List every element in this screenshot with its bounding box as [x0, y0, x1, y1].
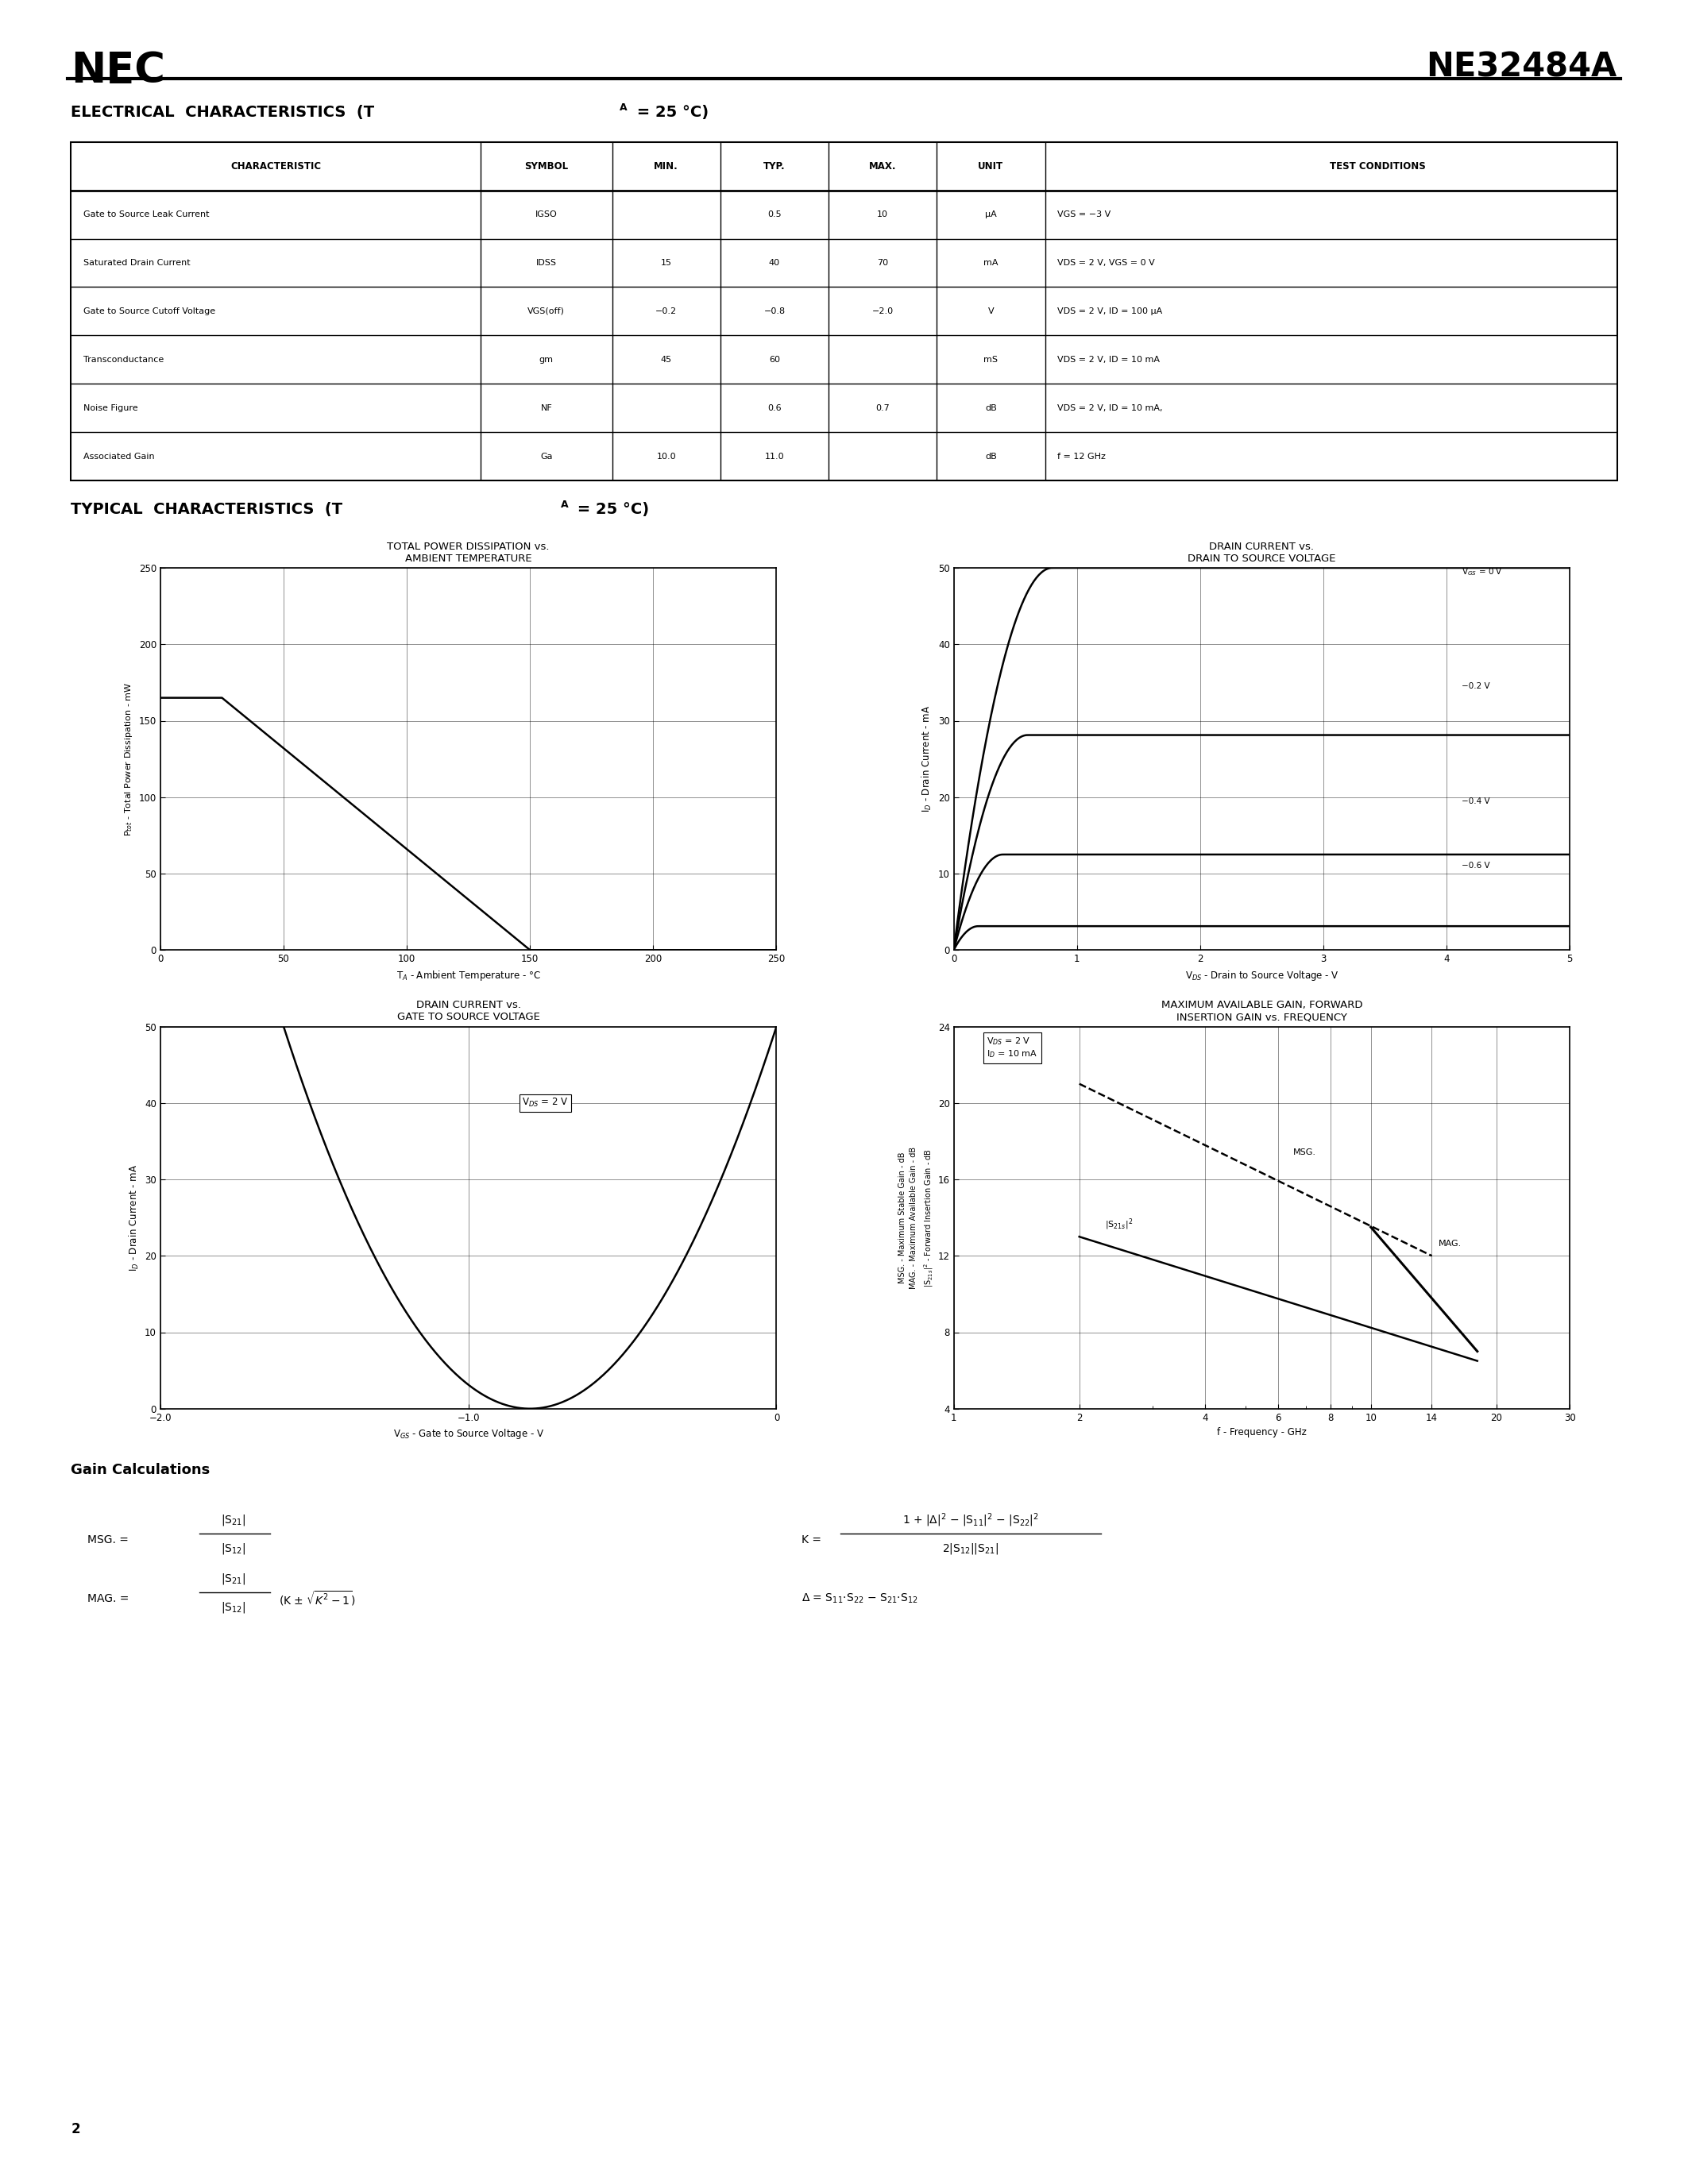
Text: gm: gm [538, 356, 554, 363]
Text: Gate to Source Leak Current: Gate to Source Leak Current [83, 210, 209, 218]
Text: V: V [987, 308, 994, 314]
Text: −0.2 V: −0.2 V [1462, 681, 1491, 690]
Text: TYPICAL  CHARACTERISTICS  (T: TYPICAL CHARACTERISTICS (T [71, 502, 343, 518]
Text: NF: NF [540, 404, 552, 413]
Text: = 25 °C): = 25 °C) [631, 105, 709, 120]
X-axis label: V$_{DS}$ - Drain to Source Voltage - V: V$_{DS}$ - Drain to Source Voltage - V [1185, 970, 1339, 983]
Text: K =: K = [802, 1533, 822, 1546]
Text: 0.6: 0.6 [768, 404, 782, 413]
Text: f = 12 GHz: f = 12 GHz [1057, 452, 1106, 461]
Text: −0.8: −0.8 [763, 308, 785, 314]
Text: 10: 10 [878, 210, 888, 218]
Text: 0.5: 0.5 [768, 210, 782, 218]
Text: V$_{GS}$ = 0 V: V$_{GS}$ = 0 V [1462, 566, 1502, 577]
Text: UNIT: UNIT [977, 162, 1004, 170]
Text: dB: dB [986, 452, 996, 461]
Text: VDS = 2 V, ID = 10 mA: VDS = 2 V, ID = 10 mA [1057, 356, 1160, 363]
Title: DRAIN CURRENT vs.
DRAIN TO SOURCE VOLTAGE: DRAIN CURRENT vs. DRAIN TO SOURCE VOLTAG… [1188, 542, 1335, 563]
Text: CHARACTERISTIC: CHARACTERISTIC [231, 162, 321, 170]
Text: dB: dB [986, 404, 996, 413]
Text: VDS = 2 V, ID = 10 mA,: VDS = 2 V, ID = 10 mA, [1057, 404, 1163, 413]
Y-axis label: P$_{tot}$ - Total Power Dissipation - mW: P$_{tot}$ - Total Power Dissipation - mW [123, 681, 135, 836]
X-axis label: T$_A$ - Ambient Temperature - °C: T$_A$ - Ambient Temperature - °C [397, 970, 540, 983]
Text: VGS = −3 V: VGS = −3 V [1057, 210, 1111, 218]
Text: IDSS: IDSS [537, 260, 557, 266]
Text: −0.4 V: −0.4 V [1462, 797, 1491, 806]
Text: Associated Gain: Associated Gain [83, 452, 155, 461]
Text: 0.7: 0.7 [876, 404, 890, 413]
Text: |S$_{12}$|: |S$_{12}$| [221, 1542, 245, 1555]
Text: 10.0: 10.0 [657, 452, 675, 461]
Text: |S$_{12}$|: |S$_{12}$| [221, 1601, 245, 1614]
Text: MIN.: MIN. [653, 162, 679, 170]
Text: 70: 70 [878, 260, 888, 266]
Text: 2|S$_{12}$||S$_{21}$|: 2|S$_{12}$||S$_{21}$| [942, 1542, 999, 1555]
Text: 40: 40 [768, 260, 780, 266]
Text: Saturated Drain Current: Saturated Drain Current [83, 260, 191, 266]
Y-axis label: MSG. - Maximum Stable Gain - dB
MAG. - Maximum Available Gain - dB
|S$_{21s}$|$^: MSG. - Maximum Stable Gain - dB MAG. - M… [898, 1147, 935, 1289]
Text: Ga: Ga [540, 452, 552, 461]
Text: 11.0: 11.0 [765, 452, 785, 461]
Text: MAX.: MAX. [869, 162, 896, 170]
Text: MSG.: MSG. [1293, 1149, 1317, 1155]
Text: VDS = 2 V, ID = 100 μA: VDS = 2 V, ID = 100 μA [1057, 308, 1163, 314]
Text: MSG. =: MSG. = [88, 1533, 128, 1546]
X-axis label: V$_{GS}$ - Gate to Source Voltage - V: V$_{GS}$ - Gate to Source Voltage - V [393, 1428, 544, 1441]
Text: mA: mA [984, 260, 998, 266]
Title: DRAIN CURRENT vs.
GATE TO SOURCE VOLTAGE: DRAIN CURRENT vs. GATE TO SOURCE VOLTAGE [397, 1000, 540, 1022]
Text: −0.2: −0.2 [655, 308, 677, 314]
Text: NEC: NEC [71, 50, 165, 92]
Text: MAG.: MAG. [1438, 1241, 1462, 1247]
Text: TYP.: TYP. [763, 162, 785, 170]
Text: Gain Calculations: Gain Calculations [71, 1463, 209, 1479]
Text: mS: mS [984, 356, 998, 363]
Text: −0.6 V: −0.6 V [1462, 863, 1491, 869]
Text: 2: 2 [71, 2121, 79, 2136]
Text: −2.0: −2.0 [873, 308, 893, 314]
Text: SYMBOL: SYMBOL [525, 162, 569, 170]
Text: MAG. =: MAG. = [88, 1592, 130, 1605]
Text: VGS(off): VGS(off) [528, 308, 565, 314]
Text: 45: 45 [660, 356, 672, 363]
Text: (K ± $\sqrt{K^2-1}$): (K ± $\sqrt{K^2-1}$) [279, 1590, 354, 1607]
Text: |S$_{21}$|: |S$_{21}$| [221, 1514, 245, 1527]
X-axis label: f - Frequency - GHz: f - Frequency - GHz [1217, 1428, 1307, 1437]
Text: |S$_{21s}$|$^2$: |S$_{21s}$|$^2$ [1104, 1216, 1133, 1232]
Text: 1 + |Δ|$^2$ − |S$_{11}$|$^2$ − |S$_{22}$|$^2$: 1 + |Δ|$^2$ − |S$_{11}$|$^2$ − |S$_{22}$… [903, 1511, 1038, 1529]
Y-axis label: I$_D$ - Drain Current - mA: I$_D$ - Drain Current - mA [128, 1164, 140, 1271]
Text: Gate to Source Cutoff Voltage: Gate to Source Cutoff Voltage [83, 308, 216, 314]
Text: Transconductance: Transconductance [83, 356, 164, 363]
Text: ELECTRICAL  CHARACTERISTICS  (T: ELECTRICAL CHARACTERISTICS (T [71, 105, 375, 120]
Text: TEST CONDITIONS: TEST CONDITIONS [1330, 162, 1425, 170]
Text: NE32484A: NE32484A [1426, 50, 1617, 83]
Text: μA: μA [986, 210, 996, 218]
Text: VDS = 2 V, VGS = 0 V: VDS = 2 V, VGS = 0 V [1057, 260, 1155, 266]
Text: |S$_{21}$|: |S$_{21}$| [221, 1572, 245, 1586]
Y-axis label: I$_D$ - Drain Current - mA: I$_D$ - Drain Current - mA [922, 705, 933, 812]
Text: IGSO: IGSO [535, 210, 557, 218]
Text: A: A [560, 500, 569, 511]
Text: Noise Figure: Noise Figure [83, 404, 138, 413]
Text: V$_{DS}$ = 2 V: V$_{DS}$ = 2 V [522, 1096, 569, 1109]
Text: 60: 60 [768, 356, 780, 363]
Text: 15: 15 [660, 260, 672, 266]
Text: = 25 °C): = 25 °C) [572, 502, 650, 518]
Text: A: A [619, 103, 628, 114]
Title: MAXIMUM AVAILABLE GAIN, FORWARD
INSERTION GAIN vs. FREQUENCY: MAXIMUM AVAILABLE GAIN, FORWARD INSERTIO… [1161, 1000, 1362, 1022]
Title: TOTAL POWER DISSIPATION vs.
AMBIENT TEMPERATURE: TOTAL POWER DISSIPATION vs. AMBIENT TEMP… [387, 542, 550, 563]
Text: V$_{DS}$ = 2 V
I$_D$ = 10 mA: V$_{DS}$ = 2 V I$_D$ = 10 mA [987, 1035, 1038, 1059]
Text: Δ = S$_{11}$·S$_{22}$ − S$_{21}$·S$_{12}$: Δ = S$_{11}$·S$_{22}$ − S$_{21}$·S$_{12}… [802, 1592, 918, 1605]
